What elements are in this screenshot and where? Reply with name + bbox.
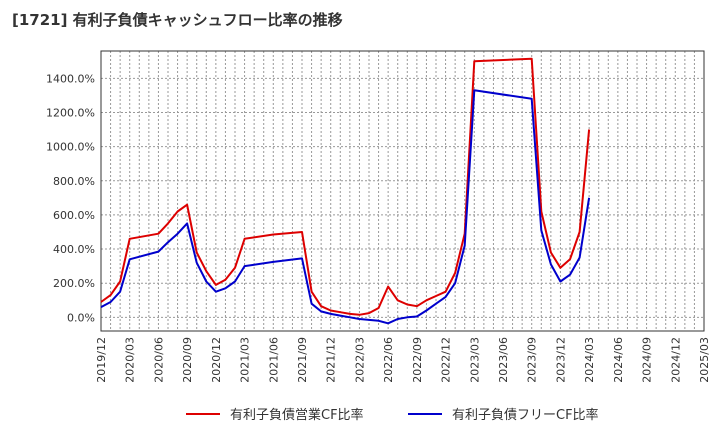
series-line-free-cf	[100, 89, 591, 325]
legend-item-operating-cf: 有利子負債営業CF比率	[186, 404, 364, 423]
plot-background	[101, 51, 704, 331]
x-tick-label: 2024/06	[612, 337, 625, 383]
legend-item-free-cf: 有利子負債フリーCF比率	[408, 404, 599, 423]
x-tick-label: 2020/06	[152, 337, 165, 383]
x-tick-label: 2024/03	[583, 337, 596, 383]
x-tick-label: 2022/12	[440, 337, 453, 383]
chart-title: [1721] 有利子負債キャッシュフロー比率の推移	[12, 11, 343, 29]
legend-label-free-cf: 有利子負債フリーCF比率	[452, 408, 599, 423]
x-tick-label: 2021/12	[325, 337, 338, 383]
x-tick-label: 2023/06	[497, 337, 510, 383]
y-tick-label: 600.0%	[53, 209, 95, 222]
x-tick-label: 2020/03	[124, 337, 137, 383]
x-tick-label: 2024/12	[669, 337, 682, 383]
y-tick-label: 0.0%	[67, 311, 95, 324]
y-tick-label: 200.0%	[53, 277, 95, 290]
y-tick-label: 400.0%	[53, 243, 95, 256]
x-tick-label: 2022/09	[411, 337, 424, 383]
x-tick-label: 2021/03	[239, 337, 252, 383]
x-tick-label: 2022/06	[382, 337, 395, 383]
x-tick-label: 2019/12	[95, 337, 108, 383]
x-tick-label: 2022/03	[353, 337, 366, 383]
y-tick-label: 1000.0%	[46, 141, 95, 154]
legend: 有利子負債営業CF比率 有利子負債フリーCF比率	[0, 404, 720, 428]
grid-lines	[101, 51, 704, 331]
x-tick-label: 2020/09	[181, 337, 194, 383]
series-lines	[100, 57, 591, 325]
series-line-operating-cf	[100, 57, 591, 316]
y-tick-label: 1400.0%	[46, 72, 95, 85]
y-axis: 0.0% 200.0% 400.0% 600.0% 800.0% 1000.0% 1200.…	[46, 72, 95, 324]
plot-frame	[100, 50, 705, 332]
x-tick-label: 2024/09	[641, 337, 654, 383]
x-tick-label: 2021/06	[267, 337, 280, 383]
x-tick-label: 2020/12	[210, 337, 223, 383]
y-tick-label: 800.0%	[53, 175, 95, 188]
legend-label-operating-cf: 有利子負債営業CF比率	[230, 408, 364, 423]
x-tick-label: 2023/03	[468, 337, 481, 383]
legend-swatch-red	[186, 412, 220, 415]
x-tick-label: 2025/03	[698, 337, 711, 383]
legend-swatch-blue	[408, 412, 442, 415]
x-axis: 2019/12 2020/03 2020/06 2020/09 2020/12 2021/…	[95, 337, 711, 383]
x-tick-label: 2023/12	[554, 337, 567, 383]
y-tick-label: 1200.0%	[46, 106, 95, 119]
x-tick-label: 2023/09	[526, 337, 539, 383]
x-tick-label: 2021/09	[296, 337, 309, 383]
